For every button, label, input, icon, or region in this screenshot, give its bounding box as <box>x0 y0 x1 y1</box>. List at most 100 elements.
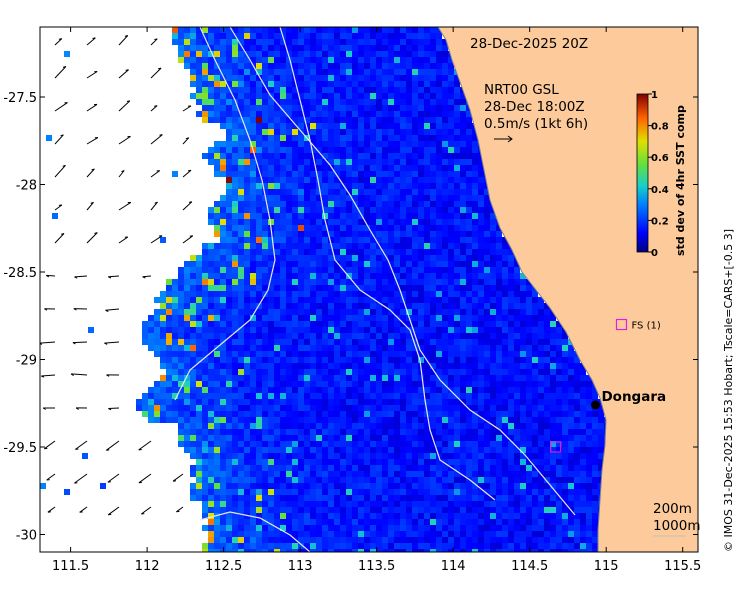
sst-cell <box>370 507 376 513</box>
sst-cell <box>154 333 160 339</box>
sst-cell <box>376 429 382 435</box>
sst-cell <box>454 219 460 225</box>
sst-cell <box>400 231 406 237</box>
sst-cell <box>304 201 310 207</box>
sst-cell <box>436 219 442 225</box>
sst-cell <box>232 129 238 135</box>
sst-cell <box>310 177 316 183</box>
sst-cell <box>178 303 184 309</box>
sst-cell <box>298 345 304 351</box>
sst-cell <box>400 123 406 129</box>
sst-cell <box>316 177 322 183</box>
sst-cell <box>202 459 208 465</box>
sst-cell <box>346 321 352 327</box>
sst-cell <box>550 513 556 519</box>
sst-cell <box>232 249 238 255</box>
sst-cell <box>232 483 238 489</box>
sst-cell <box>454 303 460 309</box>
sst-cell <box>514 393 520 399</box>
sst-cell <box>352 207 358 213</box>
sst-cell <box>412 369 418 375</box>
sst-cell <box>364 27 370 33</box>
sst-cell <box>328 387 334 393</box>
sst-cell <box>370 51 376 57</box>
sst-cell <box>274 87 280 93</box>
sst-cell <box>460 309 466 315</box>
sst-cell <box>394 309 400 315</box>
sst-cell <box>292 117 298 123</box>
sst-cell <box>388 441 394 447</box>
sst-cell <box>232 153 238 159</box>
sst-cell <box>310 255 316 261</box>
sst-cell <box>532 477 538 483</box>
sst-cell <box>364 201 370 207</box>
sst-cell <box>352 321 358 327</box>
sst-cell <box>220 201 226 207</box>
sst-cell <box>442 321 448 327</box>
sst-cell <box>208 81 214 87</box>
sst-cell <box>262 321 268 327</box>
sst-cell <box>472 141 478 147</box>
sst-cell <box>436 27 442 33</box>
sst-cell <box>376 435 382 441</box>
sst-cell <box>238 291 244 297</box>
sst-cell <box>502 291 508 297</box>
sst-cell <box>202 405 208 411</box>
sst-cell <box>226 375 232 381</box>
sst-cell <box>232 45 238 51</box>
sst-cell <box>244 333 250 339</box>
sst-cell <box>520 429 526 435</box>
sst-cell <box>466 267 472 273</box>
sst-cell <box>388 159 394 165</box>
sst-cell <box>214 297 220 303</box>
sst-cell <box>436 141 442 147</box>
sst-cell <box>286 45 292 51</box>
sst-cell <box>544 429 550 435</box>
sst-cell <box>502 501 508 507</box>
sst-cell <box>490 471 496 477</box>
sst-cell <box>274 339 280 345</box>
sst-cell <box>436 249 442 255</box>
sst-cell <box>514 483 520 489</box>
sst-cell <box>292 33 298 39</box>
sst-cell <box>364 489 370 495</box>
sst-cell <box>304 117 310 123</box>
sst-cell <box>280 399 286 405</box>
sst-cell <box>328 507 334 513</box>
sst-cell <box>568 477 574 483</box>
sst-cell <box>418 243 424 249</box>
sst-cell <box>514 309 520 315</box>
sst-cell <box>328 483 334 489</box>
sst-cell <box>388 507 394 513</box>
sst-cell <box>382 93 388 99</box>
sst-cell <box>418 93 424 99</box>
sst-cell <box>382 363 388 369</box>
sst-cell <box>544 495 550 501</box>
sst-cell <box>478 483 484 489</box>
sst-cell <box>328 525 334 531</box>
sst-cell <box>424 249 430 255</box>
sst-cell <box>160 339 166 345</box>
sst-cell <box>388 237 394 243</box>
sst-cell <box>472 387 478 393</box>
sst-cell <box>478 525 484 531</box>
sst-cell <box>328 381 334 387</box>
sst-cell <box>286 213 292 219</box>
sst-cell <box>496 351 502 357</box>
sst-cell <box>448 141 454 147</box>
sst-cell <box>436 297 442 303</box>
sst-cell <box>484 315 490 321</box>
sst-cell <box>220 303 226 309</box>
sst-cell <box>388 423 394 429</box>
sst-cell <box>268 357 274 363</box>
sst-cell <box>292 501 298 507</box>
sst-cell <box>250 141 256 147</box>
sst-cell <box>586 453 592 459</box>
sst-cell <box>352 51 358 57</box>
sst-cell <box>316 393 322 399</box>
sst-cell <box>346 213 352 219</box>
sst-cell <box>238 147 244 153</box>
sst-cell <box>256 447 262 453</box>
sst-cell <box>412 513 418 519</box>
sst-cell <box>388 111 394 117</box>
